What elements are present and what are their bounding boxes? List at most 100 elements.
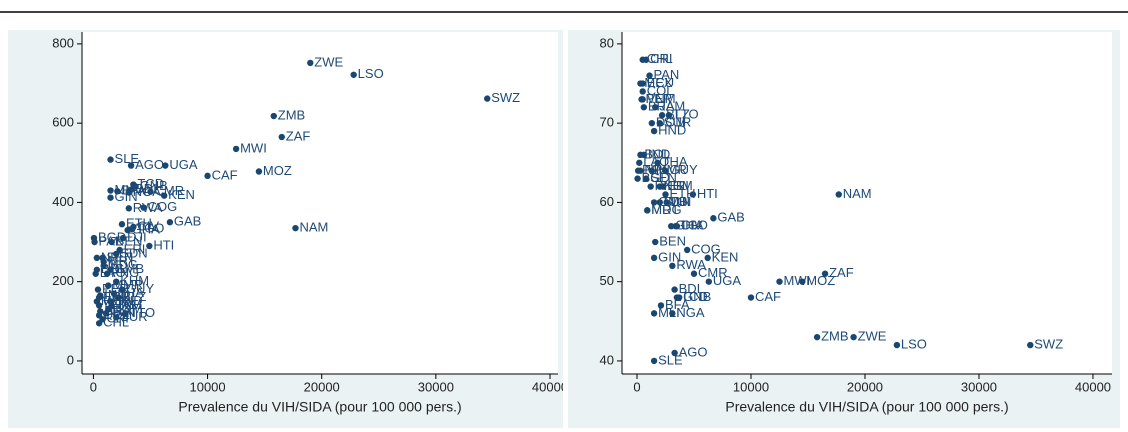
point-label: PER <box>102 281 129 296</box>
point-label: GNB <box>140 178 168 193</box>
point-label: GHA <box>675 218 704 233</box>
point <box>122 310 129 317</box>
point-label: ECU <box>103 289 130 304</box>
point <box>94 286 102 293</box>
point-label: KEN <box>168 187 195 202</box>
point <box>278 133 285 141</box>
point-label: TTO <box>129 305 155 320</box>
point-label: ZMB <box>821 329 848 344</box>
point-label: VNM <box>647 91 676 106</box>
point <box>799 278 806 285</box>
point-label: CMR <box>698 265 728 280</box>
point-label: TGO <box>680 218 708 233</box>
point-label: BRA <box>648 99 675 114</box>
x-tick-label: 0 <box>90 379 97 394</box>
point-label: MEX <box>101 293 130 308</box>
point <box>658 112 666 119</box>
point-label: GUY <box>669 162 698 177</box>
ticks: 0 200 400 600 800 0 10000 20000 30000 40000 <box>52 35 568 394</box>
point-label: CRI <box>107 311 129 326</box>
y-tick-label: 600 <box>52 115 74 130</box>
point-label: LSO <box>901 337 927 352</box>
point <box>656 199 663 206</box>
point-label: HTI <box>153 237 174 252</box>
point-label: MRT <box>651 202 679 217</box>
x-tick-label: 30000 <box>418 379 454 394</box>
point-label: LAO <box>643 154 669 169</box>
point <box>127 162 135 169</box>
point <box>103 270 111 277</box>
point-label: DOM <box>112 301 142 316</box>
point <box>893 341 901 349</box>
point <box>292 224 299 232</box>
point-label: MOZ <box>263 163 292 178</box>
point <box>821 270 829 277</box>
point-label: PAK <box>642 162 667 177</box>
point <box>650 254 658 262</box>
point-label: KHM <box>120 273 149 288</box>
point <box>255 168 263 175</box>
point-label: UGA <box>169 157 198 172</box>
point-label: AGO <box>135 157 164 172</box>
y-tick-label: 800 <box>52 35 74 50</box>
point <box>162 162 169 169</box>
point-label: BFA <box>665 297 690 312</box>
x-tick-label: 40000 <box>532 379 568 394</box>
point-label: HND <box>658 123 686 138</box>
point <box>669 262 676 270</box>
point <box>125 189 133 196</box>
x-tick-label: 20000 <box>304 379 340 394</box>
point <box>119 234 127 242</box>
point <box>671 349 678 357</box>
point-label: TTO <box>673 107 699 122</box>
point <box>646 72 653 79</box>
point-label: GAB <box>717 210 744 225</box>
point <box>105 282 112 289</box>
point-label: SLE <box>115 151 140 166</box>
x-tick-label: 10000 <box>189 379 225 394</box>
point-label: PAK <box>99 233 124 248</box>
point-label: CRI <box>650 51 672 66</box>
point-label: TGO <box>136 220 164 235</box>
point-label: PAN <box>110 305 136 320</box>
point-label: ZAF <box>829 265 854 280</box>
point <box>657 302 665 309</box>
point <box>113 314 120 321</box>
point <box>92 270 99 277</box>
point-label: MDG <box>108 257 138 272</box>
y-tick-label: 70 <box>600 115 614 130</box>
point-label: BOL <box>101 261 127 276</box>
point-label: NGA <box>133 184 162 199</box>
point <box>1027 341 1034 349</box>
point-label: UGA <box>713 273 742 288</box>
point <box>642 175 650 182</box>
x-tick-label: 20000 <box>847 379 883 394</box>
point <box>232 145 240 153</box>
point-label: SWZ <box>1034 337 1063 352</box>
point-label: IND <box>648 146 670 161</box>
point-label: LSO <box>358 66 384 81</box>
point <box>813 333 821 341</box>
point-label: BEN <box>659 233 686 248</box>
point <box>124 226 131 234</box>
point <box>146 242 153 250</box>
point-label: GIN <box>658 249 681 264</box>
plot-area <box>82 32 558 374</box>
point <box>663 199 670 206</box>
point <box>350 71 357 78</box>
point <box>132 183 139 190</box>
point <box>662 167 669 174</box>
point <box>665 112 673 119</box>
point <box>130 223 137 231</box>
point <box>108 238 115 246</box>
point <box>118 286 126 293</box>
point <box>647 183 654 190</box>
point-label: COG <box>691 241 721 256</box>
point-label: LAO <box>100 265 126 280</box>
point-label: MEX <box>644 75 673 90</box>
point <box>118 221 126 228</box>
point <box>648 167 656 174</box>
point <box>634 175 641 182</box>
y-tick-label: 50 <box>600 273 614 288</box>
